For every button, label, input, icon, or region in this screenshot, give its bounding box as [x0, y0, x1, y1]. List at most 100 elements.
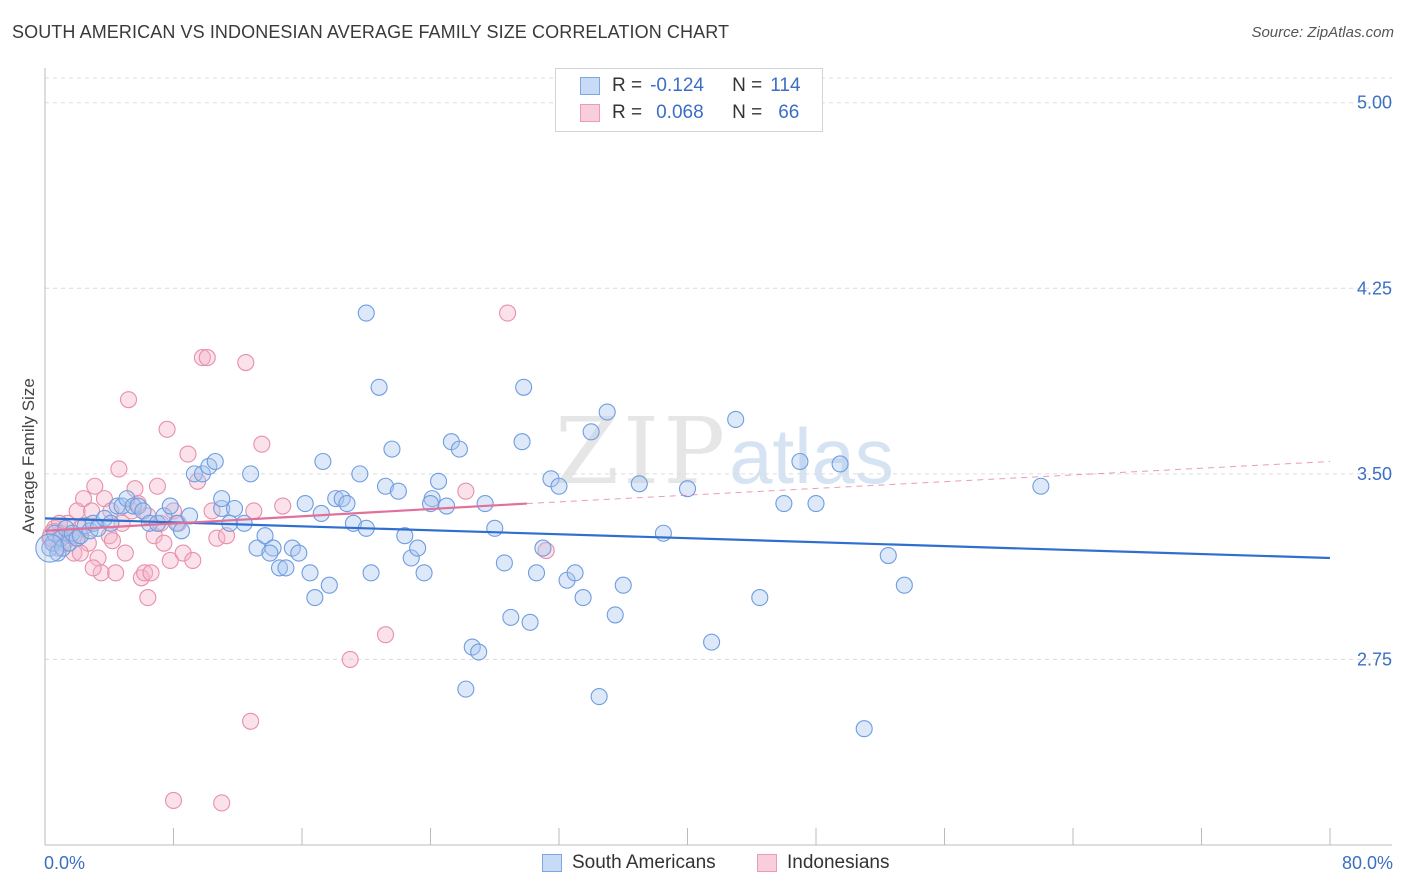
south-americans-point: [654, 524, 672, 542]
indonesians-point: [92, 564, 110, 582]
axes: [44, 68, 1392, 846]
bottom-legend-indonesians: Indonesians: [757, 852, 889, 874]
south-americans-point: [751, 589, 769, 607]
south-americans-point: [521, 613, 539, 631]
south-americans-point: [807, 495, 825, 513]
legend-r-label: R =: [612, 102, 643, 123]
indonesians-point: [103, 532, 122, 550]
indonesians-point: [184, 551, 202, 570]
trend-lines: [44, 461, 1331, 560]
south-americans-point: [314, 452, 332, 471]
indonesians-point: [142, 564, 160, 582]
south-americans-point: [566, 564, 584, 582]
correlation-legend: R = -0.124 N = 114 R = 0.068 N = 66: [555, 68, 823, 132]
indonesians-point: [139, 589, 157, 607]
indonesians-point: [75, 490, 93, 508]
bottom-legend-label: Indonesians: [787, 852, 890, 873]
indonesians-point: [237, 353, 255, 372]
south-americans-point: [396, 527, 414, 545]
south-americans-point: [389, 482, 407, 500]
legend-r-label: R =: [612, 75, 643, 96]
bottom-legend-swatch-blue: [542, 854, 562, 872]
indonesians-point: [119, 391, 138, 409]
south-americans-point: [102, 514, 120, 532]
indonesians-point: [253, 435, 271, 453]
south-americans-point: [1032, 477, 1050, 495]
indonesians-point: [136, 564, 154, 582]
south-americans-point: [333, 490, 351, 508]
south-americans-point: [409, 539, 427, 557]
south-americans-point: [402, 549, 420, 567]
south-americans-point: [598, 403, 616, 421]
south-americans-point: [35, 533, 65, 563]
watermark-atlas: atlas: [729, 412, 894, 500]
legend-row-south-americans: R = -0.124 N = 114: [580, 73, 801, 99]
south-americans-point: [450, 440, 468, 458]
legend-swatch-blue: [580, 77, 600, 95]
indonesians-point: [148, 477, 166, 495]
south-americans-point: [68, 529, 86, 547]
south-americans-point: [327, 490, 345, 508]
indonesians-trend-line: [44, 502, 527, 532]
south-americans-point: [206, 452, 224, 471]
x-tick-label-max: 80.0%: [1342, 853, 1393, 873]
south-americans-point: [376, 477, 395, 495]
south-americans-point: [161, 497, 179, 515]
south-americans-point: [320, 576, 338, 594]
indonesians-point: [193, 349, 211, 367]
legend-r-value: -0.124: [650, 75, 704, 96]
legend-r-value: 0.068: [656, 102, 704, 123]
indonesians-point: [203, 502, 221, 520]
south-americans-point: [124, 497, 142, 515]
watermark-zip: ZIP: [555, 398, 730, 505]
tick-labels: 2.75 3.50 4.25 5.00 0.0% 80.0%: [44, 93, 1393, 873]
indonesians-point: [537, 542, 555, 560]
indonesians-point: [107, 564, 125, 582]
south-americans-point: [590, 687, 608, 706]
south-americans-point: [383, 440, 401, 458]
legend-n-value: 66: [778, 102, 800, 123]
south-americans-point: [502, 608, 520, 626]
y-tick-label: 2.75: [1357, 649, 1392, 669]
south-americans-point: [301, 564, 319, 582]
south-americans-point: [606, 606, 624, 624]
legend-n-label: N =: [732, 102, 763, 123]
indonesians-point: [86, 477, 104, 495]
south-americans-point: [574, 589, 592, 607]
indonesians-point: [274, 497, 292, 515]
south-americans-point: [362, 564, 380, 582]
indonesians-point: [208, 529, 226, 547]
south-americans-point: [678, 480, 697, 498]
south-americans-point: [476, 495, 494, 513]
watermark: ZIPatlas: [555, 398, 894, 505]
south-americans-point: [614, 576, 632, 594]
indonesians-point: [84, 559, 102, 577]
south-americans-trend-line: [44, 517, 1331, 560]
indonesians-point: [341, 650, 359, 668]
x-tick-label-min: 0.0%: [44, 853, 85, 873]
indonesians-point: [110, 460, 128, 478]
south-americans-point: [415, 564, 433, 582]
south-americans-point: [277, 559, 295, 577]
south-americans-point: [457, 680, 475, 698]
bottom-legend-swatch-pink: [757, 854, 777, 872]
south-americans-point: [486, 519, 504, 537]
south-americans-point: [296, 495, 314, 513]
south-americans-point: [775, 495, 793, 513]
bottom-legend-south-americans: South Americans: [542, 852, 716, 874]
south-americans-point: [582, 423, 600, 441]
south-americans-point: [351, 465, 369, 483]
south-americans-point: [242, 465, 260, 483]
south-americans-point: [213, 499, 231, 518]
south-americans-point: [513, 433, 531, 451]
south-americans-point: [256, 527, 274, 545]
legend-swatch-pink: [580, 104, 600, 122]
south-americans-point: [225, 499, 244, 518]
indonesians-point: [116, 544, 134, 562]
legend-row-indonesians: R = 0.068 N = 66: [580, 100, 799, 126]
legend-n-value: 114: [770, 75, 801, 96]
y-tick-label: 4.25: [1357, 278, 1392, 298]
south-americans-point: [129, 497, 147, 515]
south-americans-point: [470, 643, 488, 661]
south-americans-point: [495, 554, 513, 572]
